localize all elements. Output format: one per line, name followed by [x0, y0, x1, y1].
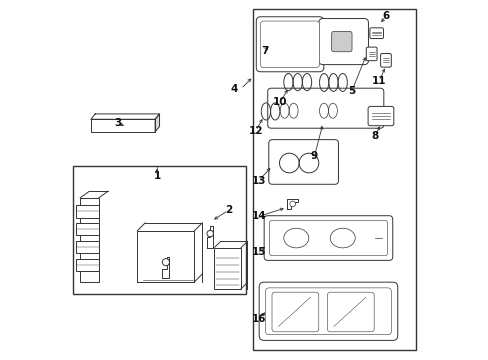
- FancyBboxPatch shape: [260, 21, 319, 67]
- FancyBboxPatch shape: [268, 140, 338, 184]
- Bar: [76, 258, 99, 271]
- FancyBboxPatch shape: [269, 220, 386, 256]
- Ellipse shape: [329, 228, 354, 248]
- Text: 15: 15: [251, 247, 265, 257]
- Text: 9: 9: [310, 151, 317, 161]
- Text: 3: 3: [114, 118, 121, 128]
- FancyBboxPatch shape: [265, 288, 390, 335]
- Text: 7: 7: [260, 46, 267, 56]
- Circle shape: [162, 258, 169, 266]
- FancyBboxPatch shape: [256, 17, 323, 72]
- Text: 4: 4: [230, 84, 238, 94]
- FancyBboxPatch shape: [267, 88, 383, 128]
- Bar: [76, 205, 99, 217]
- Text: 12: 12: [248, 126, 263, 136]
- Text: 16: 16: [251, 314, 265, 324]
- Circle shape: [206, 230, 213, 237]
- Bar: [80, 198, 99, 282]
- Polygon shape: [91, 114, 159, 119]
- Bar: [76, 223, 99, 235]
- FancyBboxPatch shape: [318, 18, 367, 64]
- FancyBboxPatch shape: [369, 28, 383, 39]
- Bar: [137, 231, 194, 282]
- Text: 10: 10: [272, 97, 287, 107]
- Text: 5: 5: [347, 86, 355, 96]
- Text: 11: 11: [371, 76, 386, 86]
- FancyBboxPatch shape: [264, 216, 392, 260]
- Text: 1: 1: [153, 171, 160, 181]
- Polygon shape: [155, 114, 159, 132]
- FancyBboxPatch shape: [380, 54, 390, 67]
- Polygon shape: [162, 257, 169, 278]
- Bar: [253, 9, 415, 350]
- FancyBboxPatch shape: [259, 282, 397, 341]
- Ellipse shape: [283, 228, 308, 248]
- Text: 13: 13: [251, 176, 265, 186]
- FancyBboxPatch shape: [367, 107, 393, 126]
- Text: 6: 6: [381, 12, 388, 21]
- Polygon shape: [91, 119, 155, 132]
- Bar: [76, 241, 99, 253]
- FancyBboxPatch shape: [326, 292, 373, 332]
- Circle shape: [289, 201, 295, 207]
- Bar: [214, 248, 241, 289]
- FancyBboxPatch shape: [331, 31, 351, 52]
- Text: 8: 8: [371, 131, 378, 141]
- FancyBboxPatch shape: [366, 47, 376, 61]
- Bar: [73, 166, 246, 294]
- Text: 14: 14: [251, 211, 265, 221]
- Text: 2: 2: [224, 205, 232, 215]
- FancyBboxPatch shape: [271, 292, 318, 332]
- Polygon shape: [287, 199, 298, 209]
- Polygon shape: [206, 226, 213, 248]
